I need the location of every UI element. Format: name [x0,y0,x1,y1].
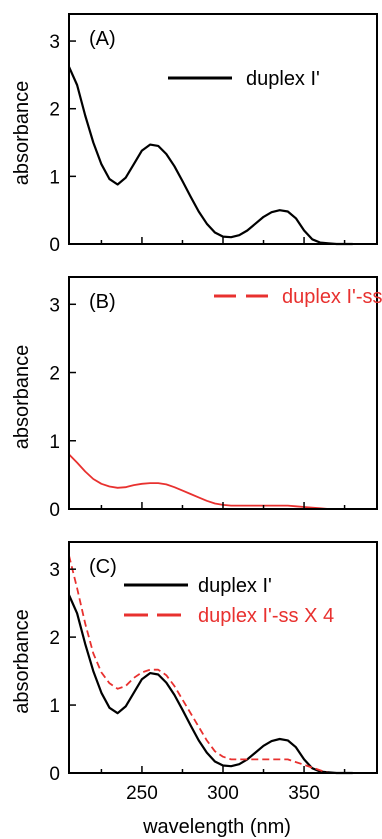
y-tick-label: 2 [49,100,60,121]
series-line-1 [68,453,377,510]
y-tick-label: 2 [49,628,60,649]
y-tick-label: 3 [49,560,60,581]
y-tick-label: 1 [49,167,60,188]
y-axis-title: absorbance [11,81,33,186]
chart-panel-3: 0 1 2 3 250 300 350 absorbance wavelength (nm) (C… [11,541,378,838]
legend-label: duplex I'-ss X 4 [198,605,334,627]
y-tick-label: 1 [49,432,60,453]
legend-label: duplex I' [246,68,320,90]
y-tick-label: 2 [49,364,60,385]
chart-panel-1: 0 1 2 3 absorbance (A) duplex I' [11,13,378,256]
series-line-2 [68,555,377,774]
legend-label: duplex I'-ss [282,286,382,308]
y-tick-label: 0 [49,500,60,521]
y-tick-label: 3 [49,32,60,53]
legend: duplex I' [168,68,320,90]
y-tick-label: 0 [49,764,60,785]
legend: duplex I'-ss [214,286,382,308]
x-tick-label: 300 [207,783,239,804]
series-line-1 [67,594,353,775]
x-axis-title: wavelength (nm) [142,816,291,838]
x-tick-label: 250 [126,783,158,804]
y-tick-label: 1 [49,696,60,717]
panel-label: (A) [89,28,116,50]
panel-label: (B) [89,291,116,313]
y-tick-label: 3 [49,295,60,316]
x-tick-label: 350 [288,783,320,804]
y-tick-label: 0 [49,235,60,256]
y-axis-title: absorbance [11,609,33,714]
legend: duplex I' duplex I'-ss X 4 [124,575,334,627]
chart-panel-2: 0 1 2 3 absorbance (B) duplex I'-ss [11,276,382,521]
panel-label: (C) [89,556,117,578]
y-axis-title: absorbance [11,345,33,450]
legend-label: duplex I' [198,575,272,597]
series-line-1 [67,66,353,246]
